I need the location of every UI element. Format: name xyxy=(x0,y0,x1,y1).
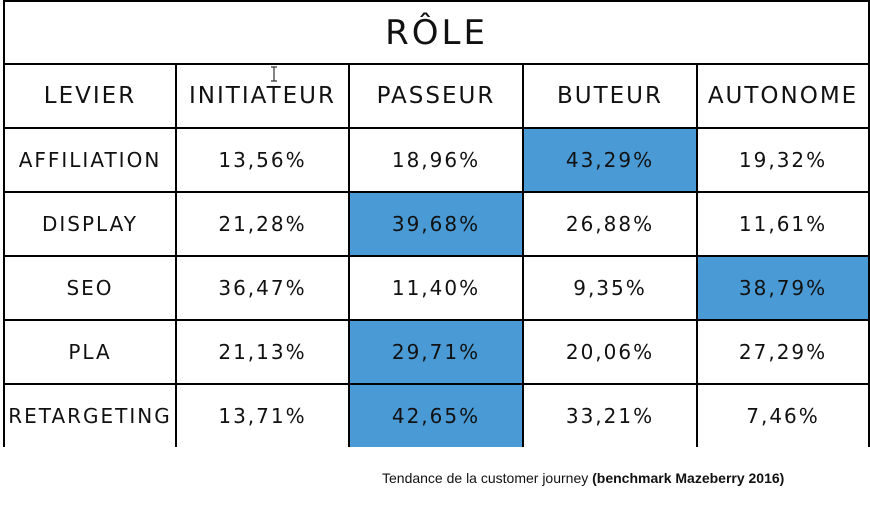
table-cell-display-autonome: 11,61% xyxy=(695,191,870,257)
figure-caption: Tendance de la customer journey (benchma… xyxy=(382,470,784,486)
table-cell-pla-autonome: 27,29% xyxy=(695,319,870,385)
table-cell-seo-buteur: 9,35% xyxy=(522,255,698,321)
table-cell-retargeting-passeur: 42,65% xyxy=(348,383,524,447)
table-title: RÔLE xyxy=(2,0,870,65)
table-cell-seo-passeur: 11,40% xyxy=(348,255,524,321)
table-body: AFFILIATION 13,56% 18,96% 43,29% 19,32% DISPL… xyxy=(3,127,870,447)
role-table: RÔLE LEVIER INITIATEUR PASSEUR BUTEUR AUTONO… xyxy=(2,0,870,447)
column-header-row: LEVIER INITIATEUR PASSEUR BUTEUR AUTONOME xyxy=(3,63,870,129)
table-cell-display-passeur: 39,68% xyxy=(348,191,524,257)
row-label-pla: PLA xyxy=(3,319,177,385)
table-cell-seo-autonome: 38,79% xyxy=(695,255,870,321)
table-cell-display-initiateur: 21,28% xyxy=(175,191,350,257)
table-row: SEO 36,47% 11,40% 9,35% 38,79% xyxy=(3,255,870,321)
table-cell-affiliation-buteur: 43,29% xyxy=(522,127,698,193)
row-label-seo: SEO xyxy=(3,255,177,321)
table-cell-pla-passeur: 29,71% xyxy=(348,319,524,385)
column-header-autonome: AUTONOME xyxy=(695,63,870,129)
row-label-display: DISPLAY xyxy=(3,191,177,257)
table-cell-retargeting-initiateur: 13,71% xyxy=(175,383,350,447)
table-row: PLA 21,13% 29,71% 20,06% 27,29% xyxy=(3,319,870,385)
table-cell-affiliation-autonome: 19,32% xyxy=(695,127,870,193)
table-row: AFFILIATION 13,56% 18,96% 43,29% 19,32% xyxy=(3,127,870,193)
column-header-levier: LEVIER xyxy=(3,63,177,129)
table-cell-retargeting-autonome: 7,46% xyxy=(695,383,870,447)
text-cursor-icon xyxy=(271,66,277,82)
table-row: DISPLAY 21,28% 39,68% 26,88% 11,61% xyxy=(3,191,870,257)
caption-source: (benchmark Mazeberry 2016) xyxy=(592,470,785,486)
caption-text: Tendance de la customer journey xyxy=(382,470,593,486)
table-cell-pla-buteur: 20,06% xyxy=(522,319,698,385)
table-cell-pla-initiateur: 21,13% xyxy=(175,319,350,385)
column-header-initiateur: INITIATEUR xyxy=(175,63,350,129)
row-label-retargeting: RETARGETING xyxy=(3,383,177,447)
column-header-buteur: BUTEUR xyxy=(522,63,698,129)
table-row: RETARGETING 13,71% 42,65% 33,21% 7,46% xyxy=(3,383,870,447)
row-label-affiliation: AFFILIATION xyxy=(3,127,177,193)
table-cell-retargeting-buteur: 33,21% xyxy=(522,383,698,447)
column-header-passeur: PASSEUR xyxy=(348,63,524,129)
table-cell-affiliation-initiateur: 13,56% xyxy=(175,127,350,193)
table-cell-display-buteur: 26,88% xyxy=(522,191,698,257)
table-cell-affiliation-passeur: 18,96% xyxy=(348,127,524,193)
table-cell-seo-initiateur: 36,47% xyxy=(175,255,350,321)
